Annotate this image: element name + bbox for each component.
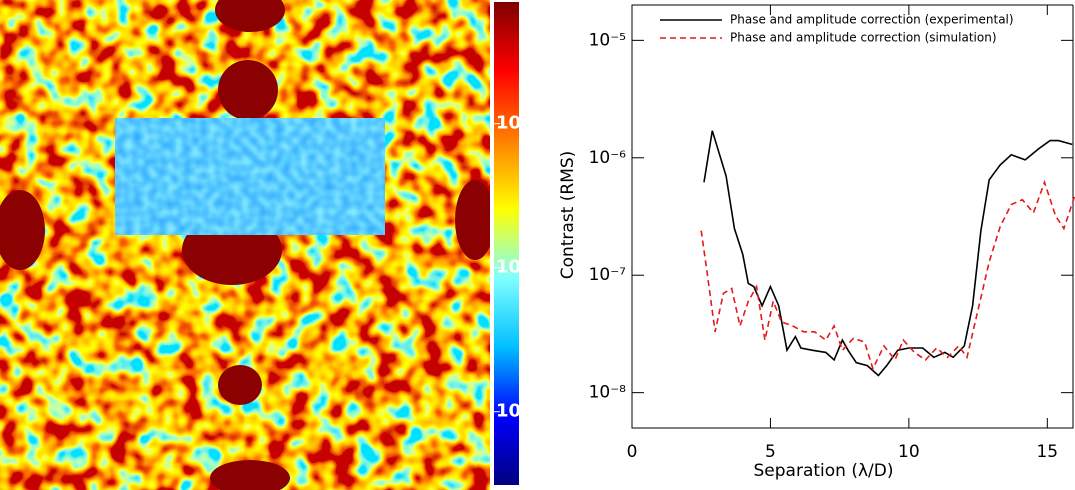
contrast-image [0,0,490,490]
colorbar: 10⁻⁶ 10⁻⁷ 10⁻⁸ [494,2,539,485]
x-axis-label: Separation (λ/D) [754,461,894,481]
x-tick-label: 0 [627,442,638,462]
y-tick-label: 10⁻⁷ [589,265,627,285]
line-plot: 0 5 10 15 10⁻⁵ 10⁻⁶ 10⁻⁷ 10⁻⁸ Separation (λ/D) Co… [558,4,1075,481]
colorbar-tick-label: 10⁻⁶ [496,113,539,134]
plot-area [700,130,1075,377]
x-tick-label: 5 [765,442,776,462]
series-line [700,179,1075,371]
colorbar-tick-label: 10⁻⁷ [496,257,538,278]
x-tick-label: 10 [898,442,920,462]
colorbar-tick-label: 10⁻⁸ [496,401,538,422]
y-tick-label: 10⁻⁸ [589,383,627,403]
y-axis-label: Contrast (RMS) [558,151,578,280]
series-line [703,130,1073,377]
axes-frame [631,4,1074,429]
y-tick-label: 10⁻⁶ [589,148,627,168]
colorbar-scale [494,2,519,485]
y-tick-label: 10⁻⁵ [589,30,626,50]
legend-label: Phase and amplitude correction (simulati… [730,31,997,45]
x-tick-label: 15 [1036,442,1058,462]
legend-label: Phase and amplitude correction (experime… [730,13,1014,27]
